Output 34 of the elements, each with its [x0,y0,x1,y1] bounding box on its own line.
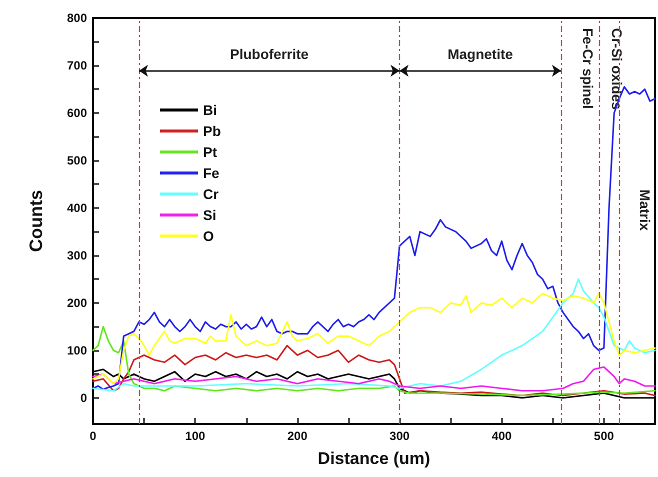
x-tick-label: 300 [390,429,410,443]
legend-label: Bi [203,102,217,118]
y-tick-label: 700 [66,58,88,72]
legend-label: Fe [203,165,220,181]
y-tick-label: 100 [66,343,88,358]
x-tick-label: 0 [90,429,97,443]
y-tick-label: 300 [66,248,88,262]
annotation: Magnetite [448,46,514,62]
line-series [92,292,656,384]
legend-label: Cr [203,186,220,202]
y-tick-label: 600 [66,106,88,120]
line-series [92,326,656,396]
legend-label: Pt [203,144,218,160]
y-tick-label: 500 [66,153,88,168]
y-tick-label: 0 [80,390,88,405]
y-tick-label: 400 [66,200,88,215]
legend-label: Pb [203,123,221,139]
annotation: Matrix [637,189,654,231]
annotation: Fe-Cr spinel [580,28,596,109]
x-tick-label: 500 [594,429,614,443]
y-axis-title: Counts [26,190,46,252]
y-tick-label: 200 [66,296,88,310]
annotation: Pluboferrite [230,46,309,62]
x-tick-label: 400 [492,429,512,443]
legend-label: Si [203,207,216,223]
line-series [92,278,656,392]
x-tick-label: 200 [287,429,308,443]
y-tick-label: 800 [66,11,88,25]
legend-label: O [203,228,214,244]
line-series [92,344,656,396]
x-tick-label: 100 [185,429,206,443]
line-series [92,366,656,392]
x-axis-title: Distance (um) [318,449,430,468]
line-series [92,368,656,399]
